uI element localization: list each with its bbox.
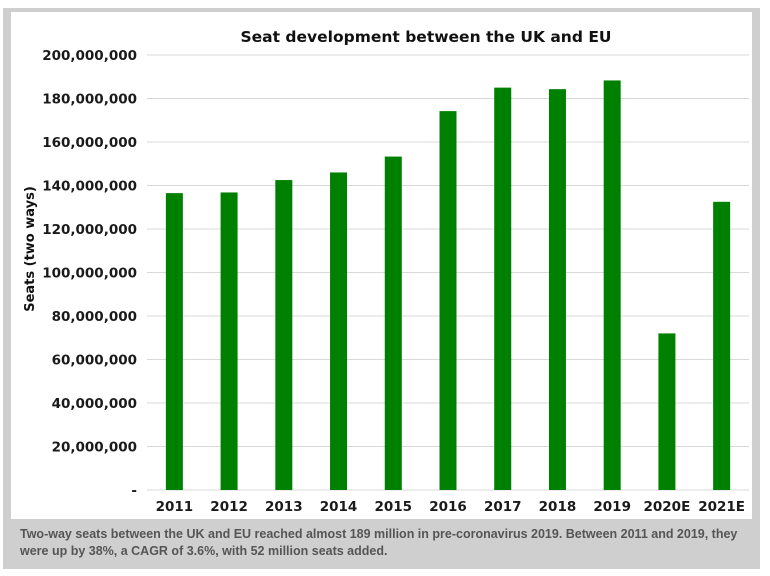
x-tick-label: 2018 xyxy=(539,499,577,515)
y-tick-label: 60,000,000 xyxy=(52,353,137,369)
y-tick-label: 160,000,000 xyxy=(42,135,137,151)
bar-2016 xyxy=(439,111,457,491)
x-tick-label: 2012 xyxy=(210,499,248,515)
bar-chart: Seat development between the UK and EU S… xyxy=(23,28,749,515)
bar-2018 xyxy=(548,89,566,491)
y-tick-label: 80,000,000 xyxy=(52,309,137,325)
y-tick-label: - xyxy=(131,483,137,499)
y-tick-label: 20,000,000 xyxy=(52,440,137,456)
y-axis-label: Seats (two ways) xyxy=(23,186,38,312)
chart-title: Seat development between the UK and EU xyxy=(240,28,611,46)
y-tick-label: 100,000,000 xyxy=(42,266,137,282)
bar-2014 xyxy=(330,172,348,490)
y-tick-label: 180,000,000 xyxy=(42,92,137,108)
x-tick-label: 2019 xyxy=(593,499,631,515)
x-tick-label: 2011 xyxy=(156,499,194,515)
x-tick-label: 2020E xyxy=(644,499,691,515)
x-tick-label: 2017 xyxy=(484,499,522,515)
bar-2021E xyxy=(713,201,731,490)
bars xyxy=(165,80,731,491)
x-tick-label: 2015 xyxy=(374,499,412,515)
y-tick-label: 120,000,000 xyxy=(42,222,137,238)
x-tick-label: 2016 xyxy=(429,499,467,515)
bar-2011 xyxy=(165,193,183,491)
chart-frame: Seat development between the UK and EU S… xyxy=(3,8,760,569)
y-axis-ticks: - 20,000,000 40,000,000 60,000,000 80,000,00… xyxy=(42,48,137,499)
bar-2015 xyxy=(384,156,402,490)
x-tick-label: 2021E xyxy=(698,499,745,515)
y-tick-label: 140,000,000 xyxy=(42,179,137,195)
chart-panel: Seat development between the UK and EU S… xyxy=(11,12,752,519)
x-axis-ticks: 2011 2012 2013 2014 2015 2016 2017 2018 2019 2020… xyxy=(156,499,745,515)
bar-2020E xyxy=(658,333,676,490)
bar-2019 xyxy=(603,80,621,490)
bar-2017 xyxy=(494,87,512,490)
y-tick-label: 200,000,000 xyxy=(42,48,137,64)
x-tick-label: 2014 xyxy=(320,499,358,515)
x-tick-label: 2013 xyxy=(265,499,303,515)
bar-2013 xyxy=(275,180,293,490)
y-tick-label: 40,000,000 xyxy=(52,396,137,412)
chart-caption: Two-way seats between the UK and EU reac… xyxy=(20,527,738,558)
bar-2012 xyxy=(220,192,238,490)
